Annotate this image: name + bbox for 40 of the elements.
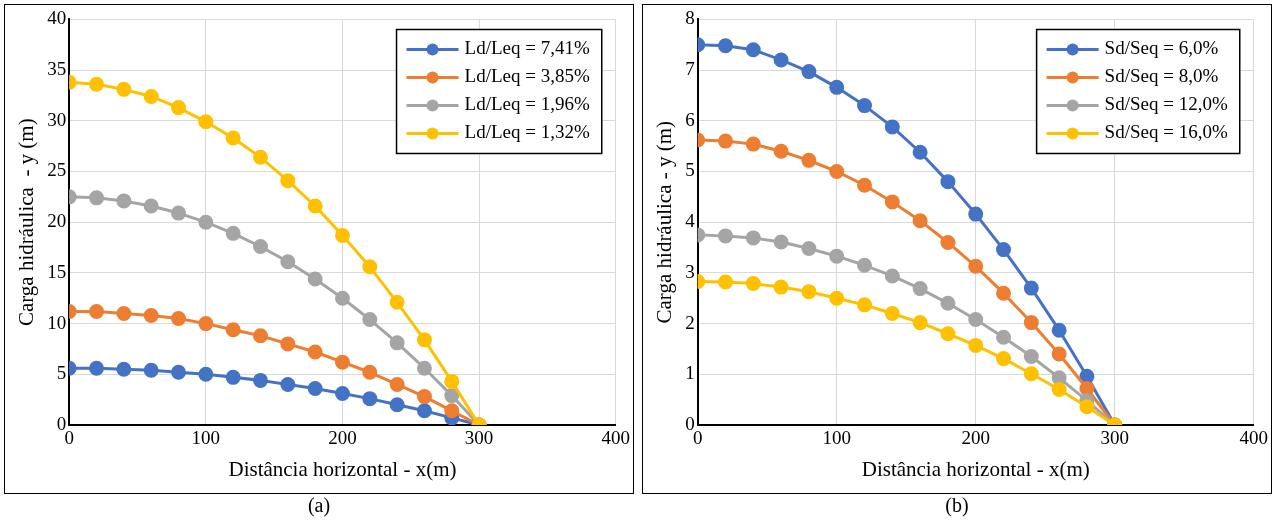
y-tick-label: 15: [47, 260, 67, 282]
y-tick-label: 3: [685, 260, 695, 282]
legend-label: Sd/Seq = 16,0%: [1104, 121, 1228, 143]
y-tick-label: 6: [685, 108, 695, 130]
y-tick-label: 8: [685, 7, 695, 29]
x-tick-label: 100: [191, 427, 221, 449]
x-tick-label: 300: [464, 427, 494, 449]
y-tick-label: 1: [685, 362, 695, 384]
text: (b): [944, 494, 970, 517]
x-tick-label: 200: [961, 427, 990, 449]
legend-label: Sd/Seq = 8,0%: [1104, 65, 1219, 87]
y-tick-label: 40: [47, 7, 67, 29]
y-tick-label: 30: [47, 108, 67, 130]
y-tick-label: 0: [56, 412, 67, 434]
y-tick-label: 5: [56, 362, 67, 384]
y-axis-title: Carga hidráulica - y (m): [14, 118, 39, 327]
legend-label: Ld/Leq = 1,96%: [464, 93, 590, 115]
x-tick-label: 400: [1239, 427, 1268, 449]
x-axis-title: Distância horizontal - x(m): [861, 456, 1090, 481]
x-axis-title: Distância horizontal - x(m): [228, 456, 457, 481]
y-axis-title: Carga hidráulica - y (m): [652, 120, 677, 324]
text: (a): [306, 494, 332, 517]
legend-label: Ld/Leq = 1,32%: [464, 121, 590, 143]
x-tick-label: 100: [822, 427, 851, 449]
x-tick-label: 400: [601, 427, 630, 449]
legend-label: Sd/Seq = 12,0%: [1104, 93, 1228, 115]
y-tick-label: 7: [685, 58, 695, 80]
y-tick-label: 20: [47, 210, 67, 232]
legend-label: Sd/Seq = 6,0%: [1104, 37, 1219, 59]
x-tick-label: 300: [1100, 427, 1129, 449]
legend-label: Ld/Leq = 3,85%: [464, 65, 590, 87]
y-tick-label: 2: [685, 311, 695, 333]
y-tick-label: 35: [47, 58, 67, 80]
y-tick-label: 10: [47, 311, 67, 333]
y-tick-label: 25: [47, 159, 67, 181]
legend-label: Ld/Leq = 7,41%: [464, 37, 590, 59]
x-tick-label: 200: [328, 427, 357, 449]
y-tick-label: 5: [685, 159, 695, 181]
y-tick-label: 0: [685, 412, 695, 434]
y-tick-label: 4: [685, 210, 696, 232]
